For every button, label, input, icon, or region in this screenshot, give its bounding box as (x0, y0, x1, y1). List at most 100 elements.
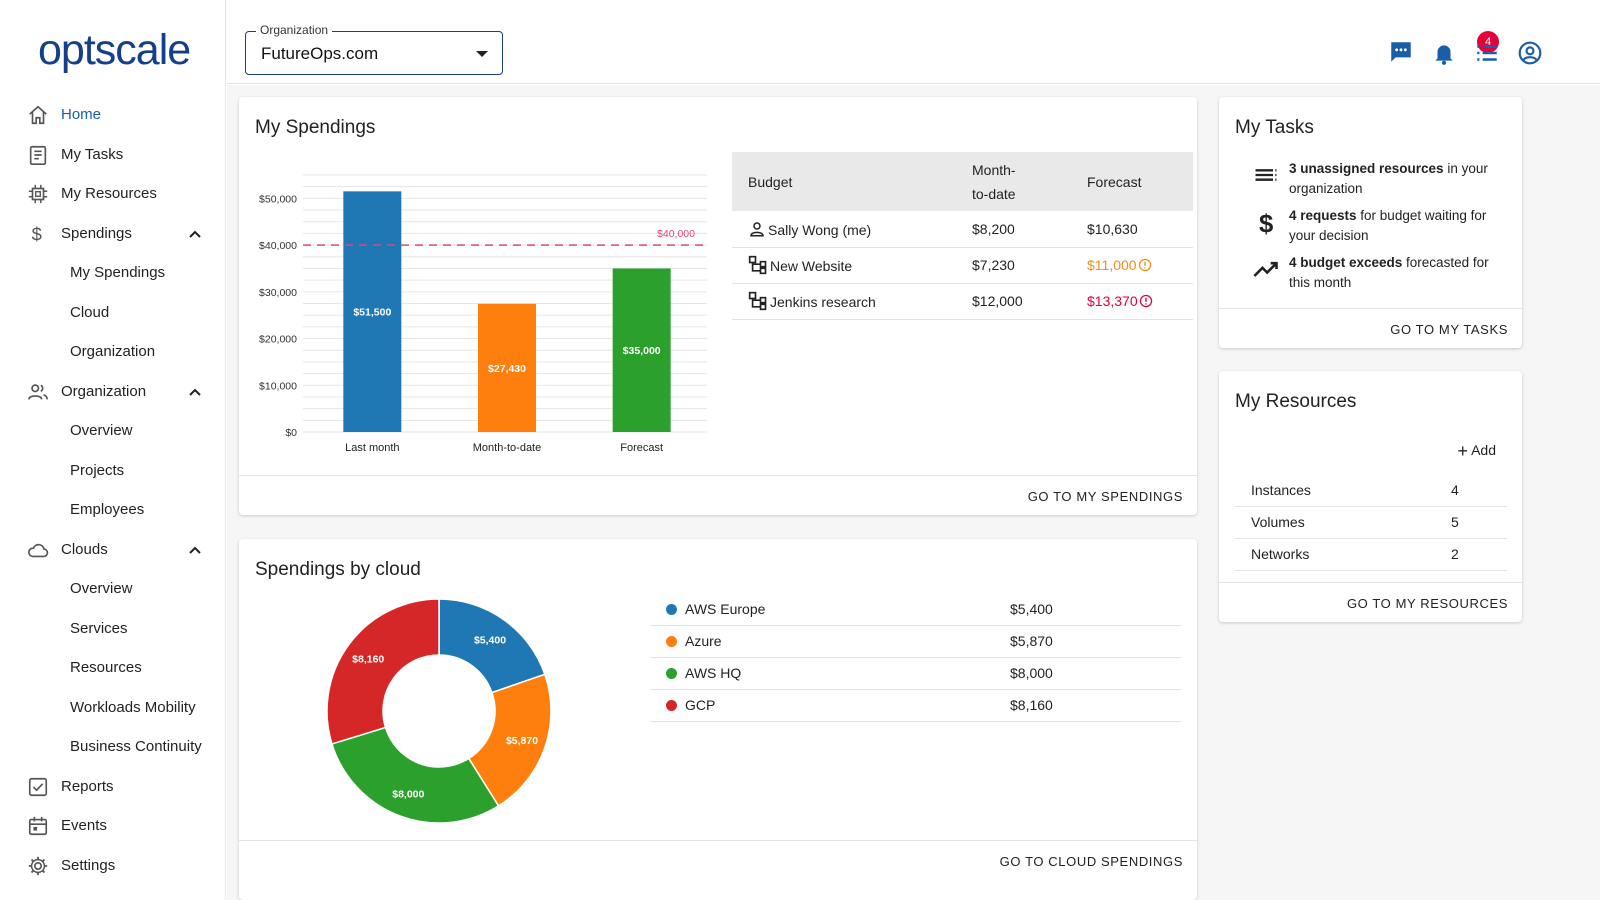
sidebar-item-home[interactable]: Home (0, 95, 226, 135)
go-to-my-spendings-link[interactable]: GO TO MY SPENDINGS (1027, 489, 1183, 504)
go-to-cloud-spendings-link[interactable]: GO TO CLOUD SPENDINGS (999, 854, 1183, 869)
sidebar-item-services[interactable]: Services (0, 609, 226, 649)
pie-slice[interactable] (467, 673, 552, 807)
sidebar-item-label: Overview (70, 422, 133, 440)
add-button-label: Add (1471, 442, 1496, 458)
sidebar-item-business-continuity[interactable]: Business Continuity (0, 727, 226, 767)
legend-color-dot (666, 668, 677, 679)
go-to-my-resources-link[interactable]: GO TO MY RESOURCES (1346, 596, 1508, 611)
legend-name-cell: GCP (650, 689, 1010, 722)
sidebar-item-organization-spendings[interactable]: Organization (0, 332, 226, 372)
table-row[interactable]: Volumes 5 (1235, 506, 1507, 539)
sidebar-item-label: Overview (70, 580, 133, 598)
budget-name: Sally Wong (me) (768, 221, 872, 238)
organization-select-label: Organization (256, 23, 333, 37)
budget-name: Jenkins research (770, 294, 876, 310)
sidebar-item-spendings[interactable]: $ Spendings (0, 214, 226, 254)
sidebar-item-reports[interactable]: Reports (0, 767, 226, 807)
sidebar-item-settings[interactable]: Settings (0, 846, 226, 886)
slice-value-label: $8,160 (352, 654, 384, 666)
my-spendings-card: My Spendings $0 $10,000 $20,000 $30,000 $40,… (239, 97, 1197, 515)
card-title: My Tasks (1235, 117, 1314, 138)
bar[interactable] (478, 303, 536, 432)
sidebar-item-my-tasks[interactable]: My Tasks (0, 135, 226, 175)
bar[interactable] (343, 191, 402, 432)
sidebar-item-label: Organization (70, 343, 156, 361)
chat-icon[interactable] (1388, 39, 1414, 65)
pie-slice[interactable] (326, 598, 440, 745)
resources-table: Instances 4 Volumes 5 Networks 2 (1235, 474, 1507, 571)
add-resource-button[interactable]: + Add (1457, 441, 1496, 462)
organization-select[interactable]: Organization FutureOps.com (245, 23, 503, 75)
alert-circle-icon (1139, 294, 1152, 308)
month-to-date-cell: $7,230 (956, 247, 1071, 284)
sidebar-item-cloud[interactable]: Cloud (0, 293, 226, 333)
spendings-by-cloud-donut-chart: $5,400 $5,870 $8,000 $8,160 (326, 598, 552, 824)
resource-count: 2 (1435, 538, 1507, 571)
sidebar-item-label: Reports (61, 777, 114, 795)
gear-icon (28, 856, 48, 875)
sidebar-item-organization[interactable]: Organization (0, 372, 226, 412)
sidebar-item-label: Projects (70, 461, 125, 479)
task-item[interactable]: 4 budget exceeds forecasted for this mon… (1219, 249, 1522, 296)
chevron-up-icon[interactable] (188, 543, 202, 557)
sidebar-nav: Home My Tasks My Resources $ Spendings M… (0, 95, 226, 885)
legend-name-cell: Azure (650, 625, 1010, 658)
calendar-icon (28, 816, 48, 836)
cloud-legend-table: AWS Europe $5,400 Azure $5,870 AWS HQ $8,0… (650, 593, 1181, 722)
task-text: forecasted for this month (1289, 255, 1489, 290)
task-item[interactable]: 3 unassigned resources in your organizat… (1219, 155, 1522, 202)
table-row[interactable]: Instances 4 (1235, 474, 1507, 507)
table-row[interactable]: New Website $7,230 $11,000 (732, 247, 1193, 284)
task-bold-text: 4 requests (1289, 208, 1357, 223)
sidebar-item-employees[interactable]: Employees (0, 490, 226, 530)
chevron-up-icon[interactable] (188, 385, 202, 399)
go-to-my-tasks-link[interactable]: GO TO MY TASKS (1390, 322, 1508, 337)
sidebar-item-workloads-mobility[interactable]: Workloads Mobility (0, 688, 226, 728)
sidebar-item-clouds-overview[interactable]: Overview (0, 569, 226, 609)
sidebar-item-label: Organization (61, 382, 147, 400)
sidebar-item-events[interactable]: Events (0, 806, 226, 846)
task-list-icon[interactable] (1474, 40, 1500, 66)
optscale-logo[interactable]: optscale (38, 26, 191, 74)
my-tasks-card: My Tasks 3 unassigned resources in your … (1219, 97, 1522, 348)
x-tick-label: Last month (345, 442, 399, 454)
dropdown-caret-icon (476, 51, 488, 57)
sidebar-item-clouds[interactable]: Clouds (0, 530, 226, 570)
legend-row[interactable]: GCP $8,160 (650, 689, 1181, 722)
bell-icon[interactable] (1431, 40, 1457, 66)
legend-row[interactable]: AWS Europe $5,400 (650, 593, 1181, 626)
svg-text:$: $ (32, 223, 42, 244)
sidebar-item-label: My Spendings (70, 264, 166, 282)
legend-row[interactable]: AWS HQ $8,000 (650, 657, 1181, 690)
sidebar-item-my-resources[interactable]: My Resources (0, 174, 226, 214)
pie-slice[interactable] (331, 726, 500, 824)
sidebar-item-projects[interactable]: Projects (0, 451, 226, 491)
slice-value-label: $5,400 (474, 634, 506, 646)
sidebar-item-my-spendings[interactable]: My Spendings (0, 253, 226, 293)
resource-count: 4 (1435, 474, 1507, 507)
top-bar: Organization FutureOps.com (227, 0, 1600, 84)
month-to-date-cell: $8,200 (956, 211, 1071, 248)
table-row[interactable]: Sally Wong (me) $8,200 $10,630 (732, 211, 1193, 248)
legend-name: GCP (685, 697, 716, 713)
hierarchy-icon (748, 255, 767, 275)
plus-icon: + (1457, 441, 1468, 461)
legend-row[interactable]: Azure $5,870 (650, 625, 1181, 658)
people-icon (28, 383, 48, 400)
y-tick-label: $40,000 (259, 240, 297, 252)
bar[interactable] (612, 268, 671, 432)
table-row[interactable]: Jenkins research $12,000 $13,370 (732, 283, 1193, 320)
card-footer: GO TO MY SPENDINGS (239, 475, 1197, 515)
account-icon[interactable] (1517, 40, 1543, 66)
sidebar-item-resources[interactable]: Resources (0, 648, 226, 688)
sidebar-item-label: Business Continuity (70, 738, 202, 756)
table-row[interactable]: Networks 2 (1235, 538, 1507, 571)
svg-text:$: $ (1259, 211, 1273, 237)
card-footer: GO TO CLOUD SPENDINGS (239, 840, 1197, 900)
sidebar-item-org-overview[interactable]: Overview (0, 411, 226, 451)
column-header-budget: Budget (732, 152, 956, 211)
chevron-up-icon[interactable] (188, 227, 202, 241)
task-item[interactable]: $ 4 requests for budget waiting for your… (1219, 202, 1522, 249)
resource-name: Networks (1235, 538, 1435, 571)
